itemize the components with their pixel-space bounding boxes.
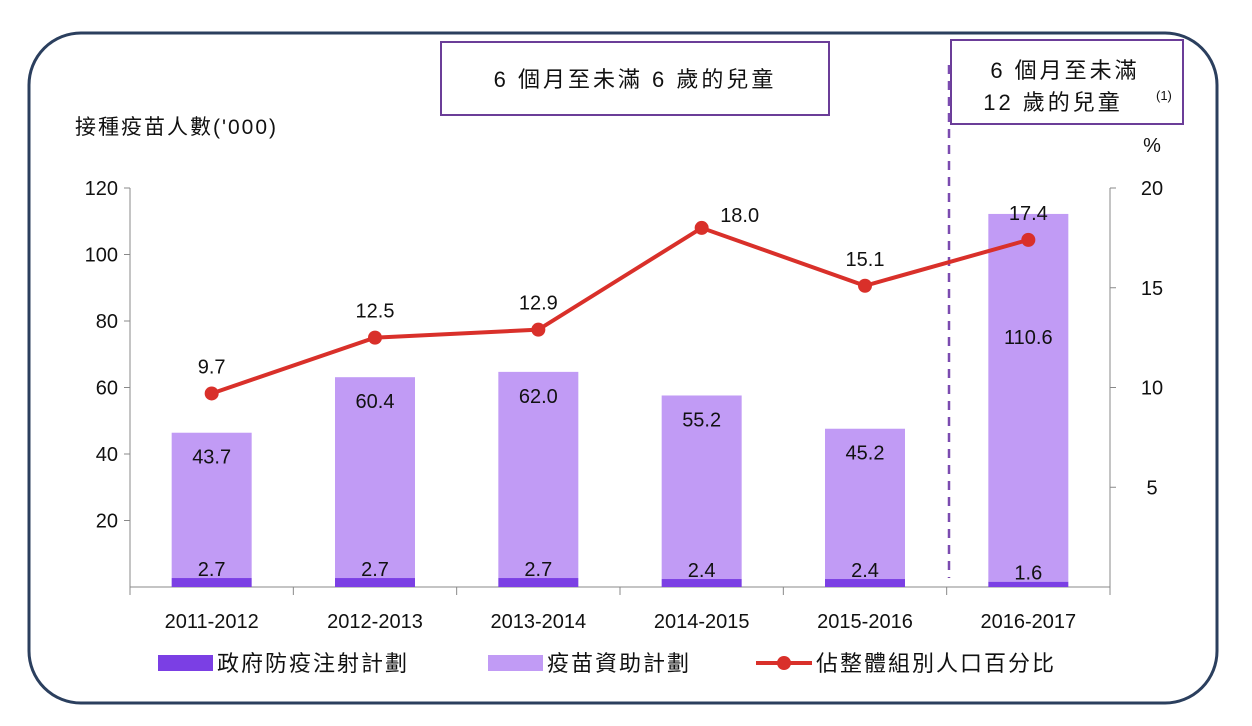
y2-tick-label: 20 [1141,178,1163,200]
bar-government-programme [825,579,905,587]
bar-label-subsidy: 110.6 [1004,327,1053,349]
legend: 政府防疫注射計劃 疫苗資助計劃 佔整體組別人口百分比 [158,651,1056,676]
y2-tick-label: 10 [1141,378,1163,400]
bar-government-programme [171,578,252,587]
y-tick-label: 120 [85,178,118,200]
bar-government-programme [988,581,1069,587]
bar-subsidy-scheme [498,371,579,579]
legend-swatch-subsidy [488,655,543,671]
percentage-point [694,220,709,235]
x-tick-label: 2014-2015 [654,611,750,633]
legend-label-subsidy: 疫苗資助計劃 [547,651,691,676]
bar-label-government: 2.7 [361,559,389,581]
bar-subsidy-scheme [661,395,742,580]
y-tick-label: 20 [96,511,118,533]
bar-label-subsidy: 60.4 [356,391,395,413]
bar-label-government: 2.7 [524,559,552,581]
bar-government-programme [498,578,579,587]
legend-swatch-government [158,655,213,671]
group1-label: 6 個月至未滿 6 歲的兒童 [494,67,777,92]
group2-footnote: (1) [1156,88,1172,103]
percentage-point [858,278,872,293]
x-tick-label: 2011-2012 [165,611,259,633]
percentage-label: 12.5 [356,301,395,323]
bar-label-government: 2.4 [688,560,716,582]
bar-government-programme [335,578,415,587]
bar-subsidy-scheme [335,377,415,579]
group2-label-line2: 12 歲的兒童 [983,90,1123,115]
percentage-label: 9.7 [198,356,226,378]
chart-frame [27,31,1219,705]
percentage-point [531,322,546,337]
legend-label-percentage: 佔整體組別人口百分比 [816,651,1056,676]
bar-label-subsidy: 43.7 [192,447,231,469]
x-tick-label: 2012-2013 [327,611,423,633]
bar-label-subsidy: 45.2 [846,443,885,465]
bar-subsidy-scheme [988,213,1069,582]
bar-label-government: 2.7 [198,559,226,581]
y-tick-label: 100 [85,245,118,267]
group1-box [440,41,830,116]
percentage-line [211,225,1029,396]
x-tick-label: 2013-2014 [491,611,587,633]
percentage-point [1021,232,1036,247]
percentage-label: 17.4 [1009,203,1048,225]
group2-label-line1: 6 個月至未滿 [990,58,1139,83]
percentage-point [204,386,219,401]
legend-marker-line [777,656,791,670]
bar-label-government: 2.4 [851,560,879,582]
percentage-label: 18.0 [720,205,759,227]
bar-label-government: 1.6 [1014,563,1042,585]
y2-tick-label: 15 [1141,278,1163,300]
y-axis-label: 接種疫苗人數('000) [75,116,278,139]
percentage-label: 12.9 [519,293,558,315]
y-tick-label: 60 [96,378,118,400]
percentage-point [368,330,382,345]
bar-subsidy-scheme [825,428,905,580]
bar-label-subsidy: 62.0 [519,386,558,408]
y-tick-label: 80 [96,311,118,333]
bar-subsidy-scheme [171,432,252,579]
group2-box [950,39,1184,125]
legend-label-government: 政府防疫注射計劃 [217,651,409,676]
y2-axis-label: % [1143,135,1161,157]
y2-tick-label: 5 [1146,477,1157,499]
x-tick-label: 2015-2016 [817,611,913,633]
bar-government-programme [661,579,742,587]
x-tick-label: 2016-2017 [981,611,1077,633]
y-tick-label: 40 [96,444,118,466]
bar-label-subsidy: 55.2 [682,409,721,431]
percentage-label: 15.1 [846,249,885,271]
